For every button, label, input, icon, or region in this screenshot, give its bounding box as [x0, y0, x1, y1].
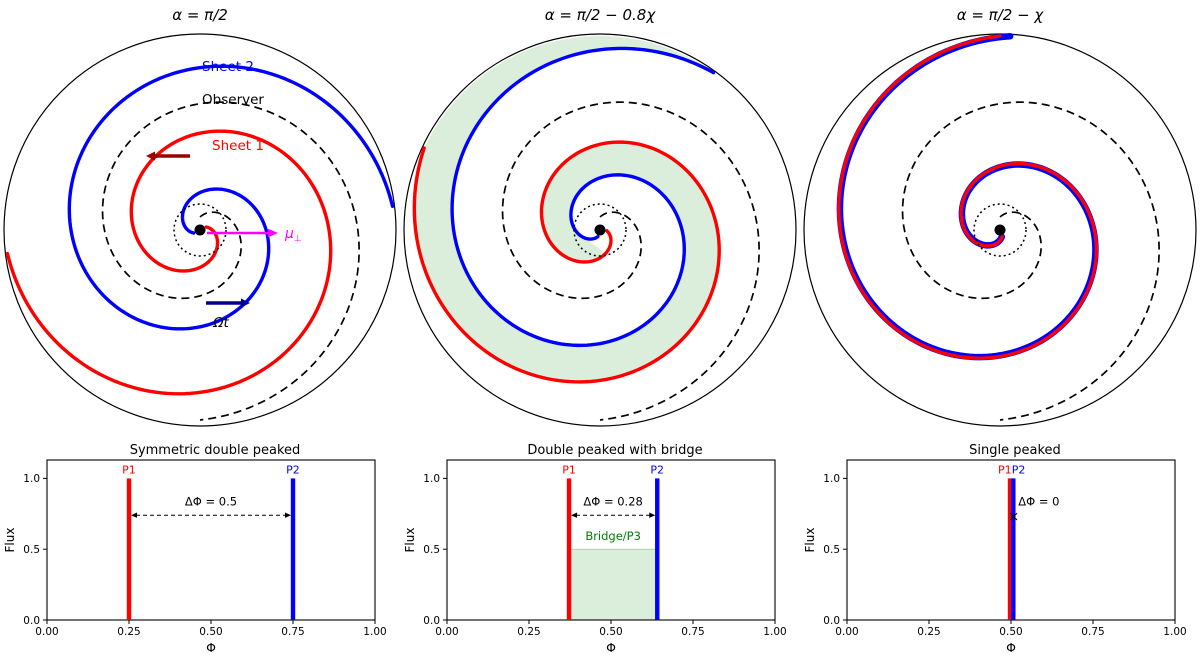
flux-panel-1: Symmetric double peaked 0.00 0.25 0.50 0.75… — [0, 440, 400, 658]
flux-panel-1-title: Symmetric double peaked — [129, 443, 301, 458]
x-tick-label: 0.25 — [117, 626, 140, 638]
inner-dotted-circle — [573, 203, 627, 257]
sheet1-label: Sheet 1 — [212, 138, 264, 154]
y-tick-label: 0.0 — [823, 615, 840, 627]
sheet1-spiral — [5, 129, 333, 396]
x-axis-label: Φ — [1006, 640, 1016, 655]
y-tick-label: 0.0 — [423, 615, 440, 627]
x-tick-label: 0.00 — [35, 626, 58, 638]
observer-label: Observer — [202, 92, 264, 108]
axes-box — [46, 459, 376, 621]
spiral-plot-3 — [803, 33, 1197, 427]
y-axis-label: Flux — [403, 528, 417, 553]
center-dot — [194, 224, 206, 236]
sheet1-spiral — [837, 34, 1099, 360]
mu-perp-label: μ⊥ — [284, 226, 302, 244]
peak-P1 — [126, 478, 132, 620]
peak-label-P2: P2 — [286, 464, 300, 477]
outer-circle — [403, 33, 797, 427]
peak-label-P1: P1 — [562, 464, 576, 477]
x-tick-label: 0.00 — [435, 626, 458, 638]
x-tick-label: 0.75 — [281, 626, 304, 638]
observer-spiral — [101, 101, 360, 421]
x-tick-label: 1.00 — [363, 626, 386, 638]
peak-label-P1: P1 — [998, 464, 1012, 477]
inner-dotted-circle — [973, 203, 1027, 257]
peak-P1 — [1007, 478, 1013, 620]
spiral-panel-2: α = π/2 − 0.8χ — [400, 0, 800, 440]
center-dot — [994, 224, 1006, 236]
flux-panel-2-title: Double peaked with bridge — [527, 443, 703, 458]
inner-dotted-circle — [173, 203, 227, 257]
spiral-panel-2-title: α = π/2 − 0.8χ — [544, 6, 656, 24]
bridge-label: Bridge/P3 — [585, 529, 641, 543]
outer-circle — [3, 33, 397, 427]
bridge-region — [414, 36, 720, 382]
observer-spiral — [901, 101, 1160, 421]
spiral-panel-1-title: α = π/2 — [172, 6, 228, 24]
x-tick-label: 1.00 — [763, 626, 786, 638]
flux-panel-3-title: Single peaked — [969, 443, 1061, 458]
y-tick-label: 0.0 — [23, 615, 40, 627]
sheet2-spiral — [836, 33, 1099, 361]
x-tick-label: 0.50 — [999, 626, 1022, 638]
peak-label-P2: P2 — [650, 464, 664, 477]
x-tick-label: 0.25 — [517, 626, 540, 638]
delta-label: ΔΦ = 0.5 — [185, 494, 237, 508]
y-tick-label: 0.5 — [823, 544, 840, 556]
peak-P1 — [566, 478, 572, 620]
peak-label-P1: P1 — [122, 464, 136, 477]
bridge-fill — [568, 548, 658, 621]
x-tick-label: 0.50 — [599, 626, 622, 638]
collapsed-delta-marker — [1009, 512, 1018, 521]
omega-arrow — [206, 298, 250, 308]
x-tick-label: 0.75 — [1081, 626, 1104, 638]
observer-spiral — [501, 101, 760, 421]
peak-P2 — [655, 478, 660, 620]
flux-panel-2: Double peaked with bridge Bridge/P3 0.00 0… — [400, 440, 800, 658]
flux-plot-2: Bridge/P3 0.00 0.25 0.50 0.75 1.00 0.0 0.5 1.0 Φ F… — [403, 459, 787, 655]
delta-arrow — [571, 512, 656, 518]
y-axis-label: Flux — [803, 528, 817, 553]
spiral-plot-2 — [403, 33, 797, 427]
spiral-panel-3-title: α = π/2 − χ — [956, 6, 1044, 24]
spiral-panel-3: α = π/2 − χ — [800, 0, 1200, 440]
y-tick-label: 1.0 — [23, 473, 40, 485]
delta-label: ΔΦ = 0 — [1018, 494, 1059, 508]
delta-arrow — [131, 512, 291, 518]
spiral-plot-1: Sheet 2 Observer Sheet 1 μ⊥ Ωt — [3, 33, 397, 427]
x-tick-label: 0.50 — [199, 626, 222, 638]
center-dot — [594, 224, 606, 236]
x-tick-label: 0.25 — [917, 626, 940, 638]
delta-label: ΔΦ = 0.28 — [583, 494, 642, 508]
x-tick-label: 0.75 — [681, 626, 704, 638]
sheet2-spiral — [67, 64, 395, 331]
x-axis-label: Φ — [206, 640, 216, 655]
flux-plot-3: 0.00 0.25 0.50 0.75 1.00 0.0 0.5 1.0 Φ Flux P1 P2 ΔΦ… — [803, 459, 1187, 655]
x-axis-label: Φ — [606, 640, 616, 655]
x-tick-label: 1.00 — [1163, 626, 1186, 638]
sheet1-spiral — [412, 140, 721, 384]
sheet2-label: Sheet 2 — [202, 59, 254, 75]
y-tick-label: 0.5 — [423, 544, 440, 556]
peak-P2 — [290, 478, 296, 620]
sheet2-spiral — [450, 46, 716, 348]
y-axis-label: Flux — [3, 528, 17, 553]
omega-label: Ωt — [212, 315, 229, 331]
sheet1-motion-arrow — [146, 151, 190, 161]
peak-P2 — [1011, 478, 1016, 620]
flux-plot-1: 0.00 0.25 0.50 0.75 1.00 0.0 0.5 1.0 Φ Flux P1 P2 ΔΦ… — [3, 459, 387, 655]
mu-perp-arrow — [207, 228, 278, 238]
x-tick-label: 0.00 — [835, 626, 858, 638]
peak-label-P2: P2 — [1012, 464, 1026, 477]
flux-panel-3: Single peaked 0.00 0.25 0.50 0.75 1.00 0.0 0.5… — [800, 440, 1200, 658]
y-tick-label: 1.0 — [823, 473, 840, 485]
spiral-panel-1: α = π/2 Sheet 2 Observer Sheet 1 μ⊥ Ωt — [0, 0, 400, 440]
y-tick-label: 0.5 — [23, 544, 40, 556]
y-tick-label: 1.0 — [423, 473, 440, 485]
